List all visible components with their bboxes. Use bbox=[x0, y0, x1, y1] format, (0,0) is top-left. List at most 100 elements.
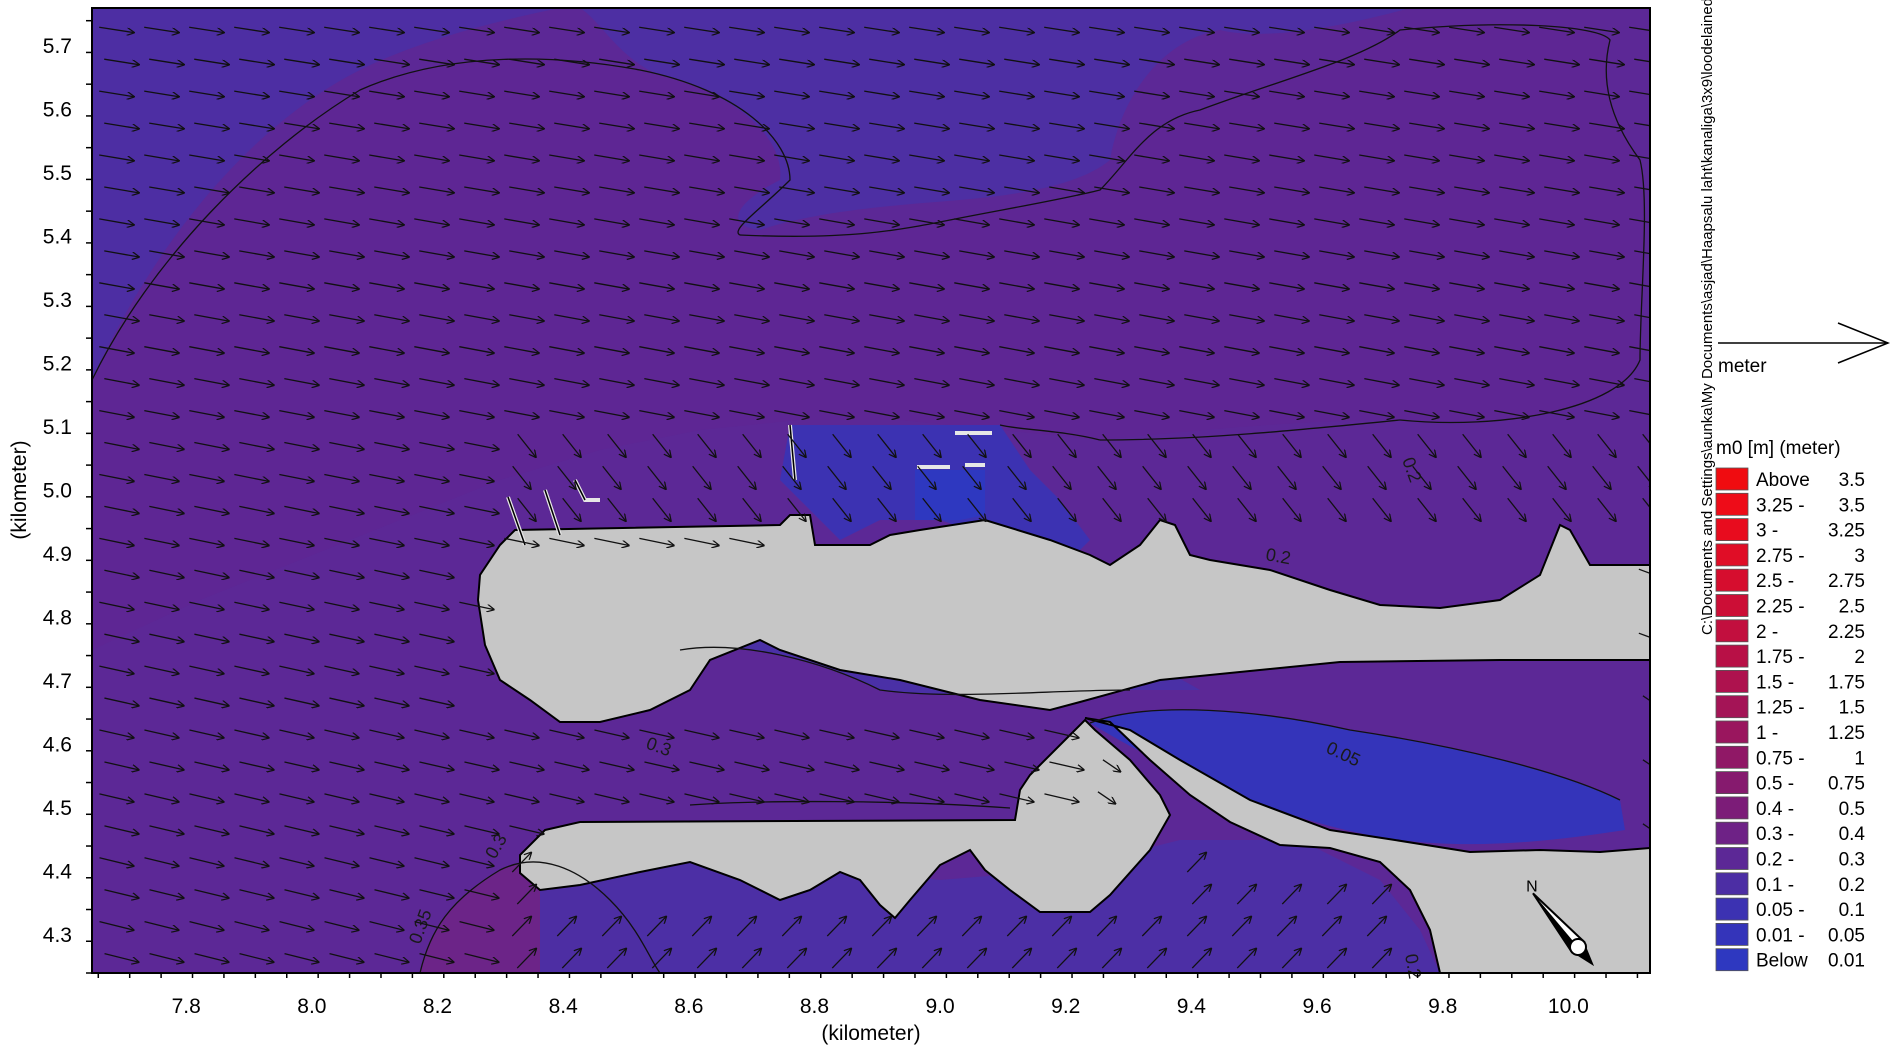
wave-vector-arrow bbox=[149, 761, 184, 770]
wave-vector-arrow bbox=[369, 154, 405, 161]
wave-vector-arrow bbox=[374, 889, 410, 899]
wave-vector-arrow bbox=[1584, 282, 1619, 289]
wave-vector-arrow bbox=[234, 921, 270, 931]
wave-vector-arrow bbox=[104, 633, 139, 642]
legend-label-right: 0.75 bbox=[1828, 774, 1865, 795]
legend-label-right: 0.01 bbox=[1828, 951, 1865, 972]
wave-vector-arrow bbox=[1232, 980, 1252, 1000]
wave-vector-arrow bbox=[279, 857, 314, 866]
wave-vector-arrow bbox=[1097, 465, 1117, 489]
wave-vector-arrow bbox=[827, 980, 847, 1000]
wave-vector-arrow bbox=[1004, 761, 1039, 770]
wave-vector-arrow bbox=[189, 537, 224, 545]
wave-vector-arrow bbox=[1134, 154, 1170, 161]
wave-vector-arrow bbox=[149, 633, 184, 642]
wave-vector-arrow bbox=[414, 473, 449, 481]
wave-vector-arrow bbox=[414, 154, 450, 161]
wave-vector-arrow bbox=[504, 729, 539, 738]
wave-vector-arrow bbox=[639, 793, 674, 802]
wave-vector-arrow bbox=[419, 58, 455, 65]
wave-vector-arrow bbox=[607, 433, 627, 457]
wave-vector-arrow bbox=[324, 601, 359, 610]
wave-vector-arrow bbox=[284, 58, 320, 65]
wave-vector-arrow bbox=[684, 729, 719, 738]
wave-vector-arrow bbox=[1319, 58, 1355, 65]
wave-vector-arrow bbox=[419, 633, 454, 642]
wave-vector-arrow bbox=[279, 154, 315, 161]
wave-vector-arrow bbox=[644, 186, 679, 193]
vector-scale: meter bbox=[1718, 322, 1891, 377]
wave-vector-arrow bbox=[729, 154, 765, 161]
wave-vector-arrow bbox=[1044, 729, 1079, 738]
wave-vector-arrow bbox=[329, 377, 364, 386]
wave-vector-arrow bbox=[279, 409, 314, 418]
y-tick-label: 4.3 bbox=[43, 924, 72, 947]
wave-vector-arrow bbox=[1236, 884, 1257, 905]
wave-vector-arrow bbox=[1282, 433, 1302, 457]
wave-vector-arrow bbox=[369, 346, 404, 354]
wave-vector-arrow bbox=[329, 441, 364, 450]
wave-vector-arrow bbox=[1637, 465, 1650, 489]
contour-label: 0.2 bbox=[1264, 544, 1292, 568]
wave-vector-arrow bbox=[144, 154, 180, 161]
wave-vector-arrow bbox=[1539, 282, 1574, 289]
wave-vector-arrow bbox=[104, 314, 139, 322]
wave-vector-arrow bbox=[104, 186, 139, 193]
wave-vector-arrow bbox=[1367, 980, 1387, 1000]
wave-vector-arrow bbox=[1642, 695, 1650, 702]
wave-direction-vectors bbox=[99, 26, 1650, 1000]
wave-vector-arrow bbox=[684, 793, 719, 802]
wave-vector-arrow bbox=[284, 889, 320, 899]
wave-vector-arrow bbox=[646, 916, 667, 937]
wave-vector-arrow bbox=[549, 537, 584, 545]
wave-vector-arrow bbox=[99, 793, 134, 802]
wave-vector-arrow bbox=[549, 90, 585, 97]
legend-label-right: 3.5 bbox=[1839, 495, 1865, 516]
wave-vector-arrow bbox=[549, 409, 584, 418]
wave-vector-arrow bbox=[774, 729, 809, 738]
wave-vector-arrow bbox=[864, 218, 899, 225]
wave-vector-arrow bbox=[144, 26, 180, 32]
legend-swatch bbox=[1715, 670, 1749, 693]
wave-vector-arrow bbox=[1372, 433, 1392, 457]
y-tick-label: 5.6 bbox=[43, 99, 72, 122]
legend-label-left: Below bbox=[1756, 951, 1808, 972]
wave-vector-arrow bbox=[1049, 314, 1084, 322]
wave-vector-arrow bbox=[369, 729, 404, 738]
wave-vector-arrow bbox=[819, 409, 854, 418]
wave-vector-arrow bbox=[864, 90, 900, 97]
wave-vector-arrow bbox=[1544, 122, 1580, 129]
wave-vector-arrow bbox=[871, 916, 892, 937]
wave-vector-arrow bbox=[959, 58, 995, 65]
wave-vector-arrow bbox=[914, 122, 950, 129]
wave-vector-arrow bbox=[1094, 377, 1129, 386]
wave-vector-arrow bbox=[239, 122, 275, 129]
wave-vector-arrow bbox=[149, 441, 184, 450]
wave-vector-arrow bbox=[1547, 465, 1567, 489]
y-tick-label: 5.7 bbox=[43, 35, 72, 58]
wave-vector-arrow bbox=[1634, 250, 1650, 255]
wave-vector-arrow bbox=[99, 218, 134, 225]
wave-vector-arrow bbox=[517, 433, 537, 457]
wave-vector-arrow bbox=[1326, 884, 1347, 905]
legend-label-right: 2 bbox=[1854, 647, 1865, 668]
wave-vector-arrow bbox=[1134, 346, 1169, 354]
wave-vector-arrow bbox=[369, 857, 404, 866]
legend-label-right: 2.5 bbox=[1839, 597, 1865, 618]
wave-vector-arrow bbox=[324, 921, 360, 931]
wave-vector-arrow bbox=[966, 948, 987, 969]
x-tick-label: 9.6 bbox=[1302, 995, 1331, 1018]
wave-vector-arrow bbox=[234, 282, 269, 289]
legend-label-right: 1.25 bbox=[1828, 723, 1865, 744]
wave-vector-arrow bbox=[516, 948, 537, 969]
wave-vector-arrow bbox=[419, 314, 454, 322]
wave-vector-arrow bbox=[1232, 465, 1252, 489]
wave-vector-arrow bbox=[509, 825, 544, 834]
wave-vector-arrow bbox=[324, 218, 359, 225]
wave-vector-arrow bbox=[464, 505, 499, 513]
wave-vector-arrow bbox=[284, 377, 319, 386]
wave-vector-arrow bbox=[691, 916, 712, 937]
wave-vector-arrow bbox=[329, 697, 364, 706]
wave-vector-arrow bbox=[239, 314, 274, 322]
wave-vector-arrow bbox=[1139, 314, 1174, 322]
